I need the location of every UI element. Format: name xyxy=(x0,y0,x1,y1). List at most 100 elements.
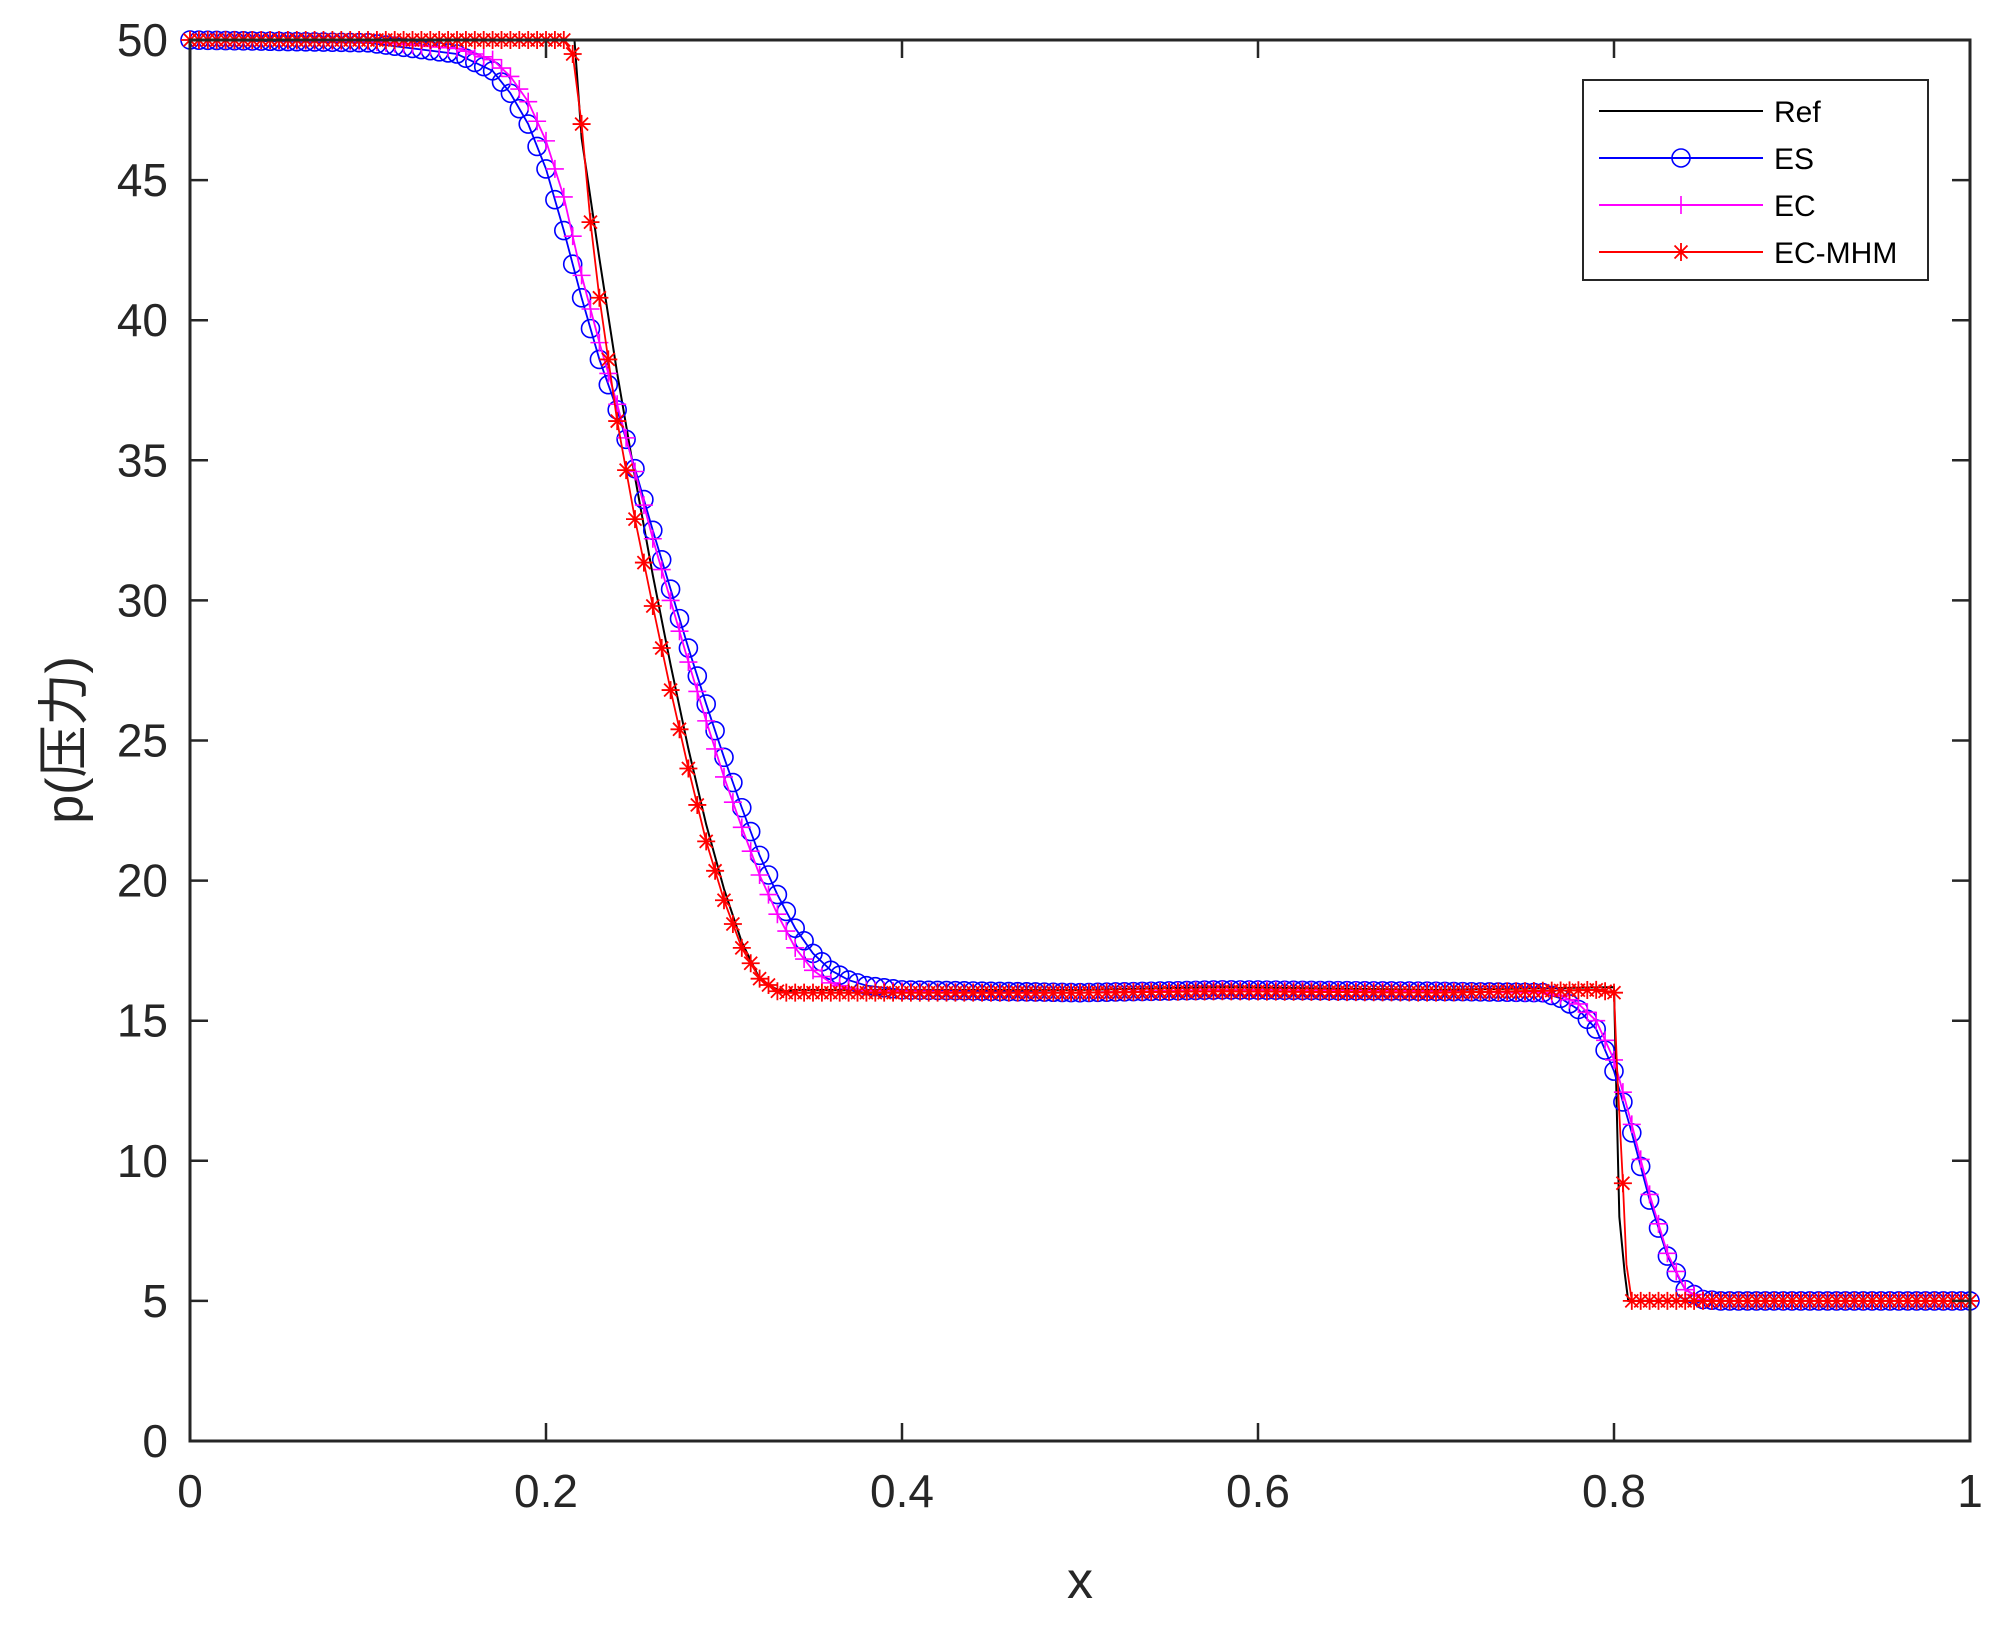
y-tick-label: 20 xyxy=(117,855,168,907)
y-tick-label: 50 xyxy=(117,14,168,66)
data-point-ec-mhm xyxy=(1605,983,1623,1002)
x-tick-label: 0.2 xyxy=(514,1465,578,1517)
data-point-ec xyxy=(608,395,627,414)
data-point-ec-mhm xyxy=(661,681,680,700)
data-point-ec-mhm xyxy=(723,915,742,934)
x-axis-label: x xyxy=(1067,1552,1093,1610)
legend-label: ES xyxy=(1774,143,1814,176)
legend-label: EC-MHM xyxy=(1774,237,1897,270)
data-point-ec xyxy=(1596,1031,1615,1050)
data-point-ec-mhm xyxy=(572,115,591,134)
y-tick-label: 0 xyxy=(142,1415,168,1467)
data-point-ec xyxy=(474,47,493,66)
data-point-ec xyxy=(1578,1003,1597,1022)
data-point-ec xyxy=(706,739,725,758)
data-point-es xyxy=(705,720,725,741)
data-point-es xyxy=(580,318,601,339)
legend-item-ref: Ref xyxy=(1599,96,1821,129)
data-point-ec-mhm xyxy=(670,720,689,739)
legend-item-es: ES xyxy=(1599,143,1814,176)
data-point-ec-mhm xyxy=(1613,1174,1632,1193)
x-tick-label: 1 xyxy=(1957,1465,1983,1517)
data-point-ec xyxy=(679,653,698,672)
legend-label: Ref xyxy=(1774,96,1821,129)
legend-marker xyxy=(1672,243,1690,261)
data-point-es xyxy=(562,254,583,274)
legend-label: EC xyxy=(1774,190,1816,223)
data-point-ec xyxy=(501,67,520,86)
data-point-ec xyxy=(1640,1185,1659,1204)
data-point-ec xyxy=(697,711,716,730)
data-point-ec xyxy=(1622,1115,1641,1134)
legend-item-ec-mhm: EC-MHM xyxy=(1599,237,1897,270)
data-point-ec-mhm xyxy=(608,412,627,431)
data-point-ec-mhm xyxy=(759,975,778,994)
data-point-ec-mhm xyxy=(715,891,733,910)
data-point-ec-mhm xyxy=(1596,982,1615,1001)
data-point-ec xyxy=(483,50,502,69)
data-point-ec-mhm xyxy=(563,45,582,64)
data-point-ec-mhm xyxy=(741,954,760,973)
data-point-ec xyxy=(652,560,671,579)
y-tick-label: 5 xyxy=(142,1275,168,1327)
data-point-ec xyxy=(715,767,733,786)
data-point-ec-mhm xyxy=(768,982,787,1001)
data-point-ec-mhm xyxy=(688,795,707,814)
x-tick-label: 0.4 xyxy=(870,1465,934,1517)
data-point-ec xyxy=(554,187,573,206)
data-point-ec xyxy=(723,793,742,812)
data-point-ec-mhm xyxy=(732,938,751,957)
data-point-ec xyxy=(1649,1214,1668,1233)
data-point-ec xyxy=(492,59,511,78)
data-point-ec xyxy=(750,865,769,884)
data-point-ec xyxy=(537,131,555,150)
data-point-ec-mhm xyxy=(581,213,600,232)
y-tick-label: 40 xyxy=(117,294,168,346)
data-point-ec xyxy=(786,938,805,957)
data-point-ec xyxy=(634,496,653,515)
data-point-ec xyxy=(732,818,751,837)
data-point-ec-mhm xyxy=(617,461,636,480)
data-point-ec-mhm xyxy=(634,553,653,572)
data-point-ec xyxy=(1613,1083,1632,1102)
data-point-ec xyxy=(670,622,689,641)
data-point-ec xyxy=(626,462,644,481)
x-tick-label: 0.8 xyxy=(1582,1465,1646,1517)
data-point-ec xyxy=(661,591,680,610)
data-point-ec xyxy=(741,842,760,861)
legend-box xyxy=(1582,79,1929,281)
data-point-ec xyxy=(1631,1150,1650,1169)
legend-marker xyxy=(1672,196,1690,214)
y-tick-label: 10 xyxy=(117,1135,168,1187)
legend: Ref ES EC EC-MHM xyxy=(1582,79,1929,281)
x-tick-label: 0 xyxy=(177,1465,203,1517)
y-tick-label: 30 xyxy=(117,574,168,626)
data-point-ec xyxy=(528,112,547,131)
data-point-ec xyxy=(1587,1011,1606,1030)
data-point-ec xyxy=(768,905,787,924)
data-point-ec-mhm xyxy=(599,350,618,369)
series-layer xyxy=(180,30,1980,1311)
data-point-ec xyxy=(1667,1262,1686,1281)
data-point-ec xyxy=(1658,1244,1677,1263)
data-point-ec-mhm xyxy=(679,759,698,778)
data-point-ec-mhm xyxy=(626,510,644,529)
legend-item-ec: EC xyxy=(1599,190,1816,223)
y-axis-label: p(压力) xyxy=(36,656,94,824)
data-point-ec xyxy=(563,227,582,246)
data-point-ec-mhm xyxy=(643,597,662,616)
data-point-ec xyxy=(572,266,591,285)
data-point-ec xyxy=(1605,1050,1623,1069)
data-point-ec-mhm xyxy=(590,288,609,307)
data-point-ec xyxy=(777,922,796,941)
data-point-ec-mhm xyxy=(652,639,671,658)
data-point-ec xyxy=(795,950,814,969)
data-point-ec-mhm xyxy=(1587,980,1606,999)
data-point-ec-mhm xyxy=(750,969,769,988)
data-point-ec xyxy=(510,80,529,99)
y-tick-label: 15 xyxy=(117,995,168,1047)
y-tick-label: 45 xyxy=(117,154,168,206)
data-point-ec xyxy=(759,885,778,904)
